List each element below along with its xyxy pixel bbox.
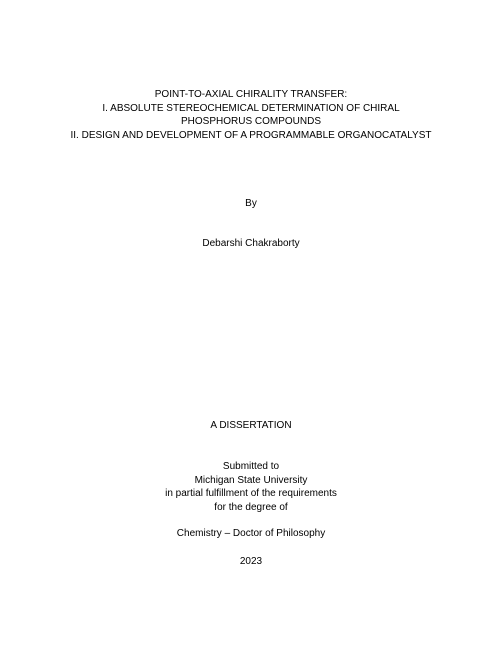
submitted-line-1: Submitted to [0,460,502,474]
title-line-4: II. DESIGN AND DEVELOPMENT OF A PROGRAMM… [32,129,470,143]
submitted-line-2: Michigan State University [0,474,502,488]
degree-line: Chemistry – Doctor of Philosophy [0,528,502,539]
by-label: By [0,198,502,209]
year-line: 2023 [0,556,502,567]
title-line-1: POINT-TO-AXIAL CHIRALITY TRANSFER: [32,88,470,102]
submission-block: Submitted to Michigan State University i… [0,460,502,514]
title-page: POINT-TO-AXIAL CHIRALITY TRANSFER: I. AB… [0,0,502,650]
document-type: A DISSERTATION [0,420,502,431]
title-line-2: I. ABSOLUTE STEREOCHEMICAL DETERMINATION… [32,102,470,116]
submitted-line-4: for the degree of [0,501,502,515]
submitted-line-3: in partial fulfillment of the requiremen… [0,487,502,501]
dissertation-title: POINT-TO-AXIAL CHIRALITY TRANSFER: I. AB… [0,88,502,142]
author-name: Debarshi Chakraborty [0,238,502,249]
title-line-3: PHOSPHORUS COMPOUNDS [32,115,470,129]
